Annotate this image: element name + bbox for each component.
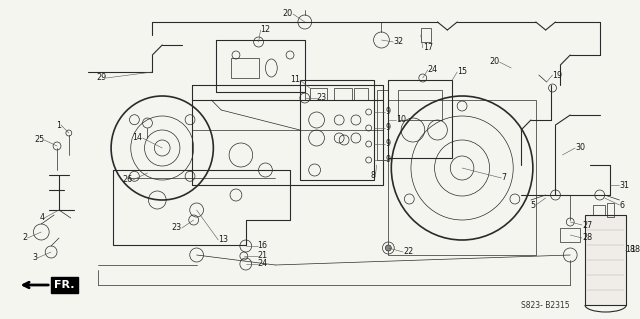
Bar: [231, 58, 259, 78]
Text: 9: 9: [385, 108, 390, 116]
Bar: [310, 88, 328, 100]
Bar: [593, 205, 605, 215]
Text: 32: 32: [393, 38, 403, 47]
Text: 31: 31: [620, 181, 629, 189]
Bar: [388, 100, 536, 255]
Text: 24: 24: [257, 259, 268, 269]
Text: 10: 10: [396, 115, 406, 124]
Text: 24: 24: [428, 65, 438, 75]
Text: 15: 15: [457, 68, 467, 77]
Text: 18: 18: [625, 246, 636, 255]
Text: 20: 20: [283, 10, 293, 19]
Bar: [376, 90, 388, 160]
Text: 18: 18: [630, 246, 640, 255]
Text: 7: 7: [501, 174, 506, 182]
Bar: [607, 203, 614, 217]
Text: 26: 26: [123, 175, 132, 184]
Text: 23: 23: [317, 93, 326, 102]
Text: 9: 9: [385, 155, 390, 165]
Bar: [388, 80, 452, 158]
Text: 4: 4: [39, 213, 44, 222]
Text: 27: 27: [582, 220, 592, 229]
Text: 21: 21: [257, 251, 268, 261]
Bar: [334, 88, 352, 100]
Bar: [354, 88, 368, 100]
Text: 12: 12: [260, 26, 271, 34]
Text: 6: 6: [620, 201, 625, 210]
Circle shape: [385, 245, 391, 251]
Text: 17: 17: [423, 43, 433, 53]
Text: FR.: FR.: [54, 280, 75, 290]
Text: 28: 28: [582, 234, 592, 242]
Text: 3: 3: [33, 254, 37, 263]
Text: 20: 20: [490, 57, 499, 66]
Text: 14: 14: [132, 133, 143, 143]
Text: 1: 1: [56, 121, 61, 130]
Text: 13: 13: [218, 235, 228, 244]
Bar: [398, 90, 442, 120]
Bar: [300, 80, 374, 180]
Text: 16: 16: [257, 241, 268, 250]
Bar: [585, 215, 627, 305]
Text: 29: 29: [96, 73, 106, 83]
Text: 9: 9: [385, 123, 390, 132]
Text: 30: 30: [575, 144, 585, 152]
Text: 25: 25: [34, 136, 44, 145]
Text: 19: 19: [552, 70, 563, 79]
Text: S823- B2315: S823- B2315: [521, 300, 570, 309]
Text: 2: 2: [22, 234, 28, 242]
Text: 8: 8: [371, 170, 376, 180]
Text: 9: 9: [385, 139, 390, 149]
Bar: [420, 28, 431, 42]
Text: 23: 23: [172, 224, 182, 233]
Text: 22: 22: [403, 248, 413, 256]
Bar: [561, 228, 580, 242]
Text: 5: 5: [531, 201, 536, 210]
Text: 11: 11: [290, 76, 300, 85]
